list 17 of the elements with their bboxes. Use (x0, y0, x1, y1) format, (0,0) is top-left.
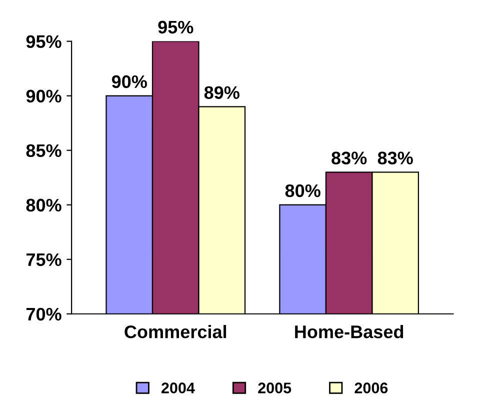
data-label: 83% (332, 152, 367, 164)
y-tick-label: 80% (26, 198, 62, 212)
data-label: 90% (112, 75, 147, 88)
y-tick-label: 75% (26, 253, 62, 266)
legend-label: 2004 (161, 382, 195, 394)
legend-label: 2006 (354, 382, 388, 394)
data-label: 80% (285, 184, 320, 198)
y-tick-label: 70% (26, 308, 62, 321)
y-tick-label: 90% (26, 90, 62, 103)
data-label: 89% (204, 86, 240, 99)
x-tick-label: Commercial (124, 324, 226, 338)
data-label: 95% (158, 20, 194, 34)
legend-label: 2005 (258, 382, 292, 394)
x-tick-label: Home-Based (295, 324, 404, 338)
data-label: 83% (378, 152, 413, 164)
y-tick-label: 95% (26, 35, 62, 48)
y-tick-label: 85% (26, 144, 62, 158)
